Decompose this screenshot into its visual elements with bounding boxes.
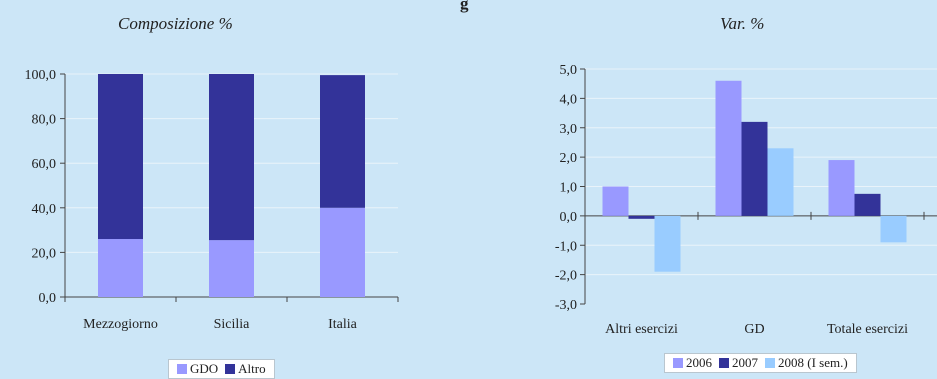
bar-2007-gd	[742, 122, 768, 216]
bar-2006-altri-esercizi	[603, 187, 629, 216]
composition-chart: 0,0 20,0 40,0 60,0 80,0 100,0 Mezzogiorno Sicil…	[0, 0, 420, 379]
legend-label-2007: 2007	[732, 355, 758, 371]
legend-item-2006: 2006	[673, 355, 712, 371]
y-tick-label: -2,0	[555, 269, 577, 284]
legend-label-altro: Altro	[238, 361, 265, 377]
bar-2006-gd	[716, 81, 742, 216]
x-tick-label: Mezzogiorno	[83, 317, 158, 332]
right-legend: 2006 2007 2008 (I sem.)	[664, 353, 857, 373]
legend-swatch-gdo	[177, 364, 187, 374]
y-tick-label: 3,0	[560, 122, 578, 137]
bar-2007-altri-esercizi	[629, 216, 655, 219]
bar-gdo-italia	[320, 208, 365, 297]
bar-altro-mezzogiorno	[98, 74, 143, 239]
legend-label-gdo: GDO	[190, 361, 218, 377]
y-tick-label: 1,0	[560, 181, 578, 196]
y-tick-label: 80,0	[32, 113, 57, 128]
bar-gdo-mezzogiorno	[98, 239, 143, 297]
y-tick-label: -3,0	[555, 298, 577, 313]
y-tick-label: 40,0	[32, 202, 57, 217]
legend-swatch-altro	[225, 364, 235, 374]
y-tick-label: 100,0	[25, 68, 57, 83]
legend-label-2008: 2008 (I sem.)	[778, 355, 848, 371]
x-tick-label: Sicilia	[214, 317, 251, 332]
bar-2008-i-sem-totale-esercizi	[881, 216, 907, 242]
y-tick-label: 0,0	[39, 291, 57, 306]
legend-item-2008: 2008 (I sem.)	[765, 355, 848, 371]
y-tick-label: 4,0	[560, 92, 578, 107]
bar-altro-sicilia	[209, 74, 254, 240]
y-tick-label: 5,0	[560, 63, 578, 78]
bar-2008-i-sem-gd	[768, 148, 794, 216]
legend-item-gdo: GDO	[177, 361, 218, 377]
x-tick-label: Totale esercizi	[827, 322, 908, 337]
x-tick-label: GD	[744, 322, 764, 337]
y-tick-label: 60,0	[32, 157, 57, 172]
left-legend: GDO Altro	[168, 359, 275, 379]
x-tick-label: Italia	[328, 317, 358, 332]
legend-swatch-2008	[765, 358, 775, 368]
legend-item-2007: 2007	[719, 355, 758, 371]
bar-2008-i-sem-altri-esercizi	[655, 216, 681, 272]
bar-gdo-sicilia	[209, 240, 254, 297]
variation-chart: -3,0 -2,0 -1,0 0,0 1,0 2,0 3,0 4,0 5,0 Altri eser…	[420, 0, 937, 379]
y-tick-label: 0,0	[560, 210, 578, 225]
bar-2006-totale-esercizi	[829, 160, 855, 216]
y-tick-label: 2,0	[560, 151, 578, 166]
x-tick-label: Altri esercizi	[605, 322, 678, 337]
y-tick-label: -1,0	[555, 239, 577, 254]
bar-altro-italia	[320, 75, 365, 208]
legend-label-2006: 2006	[686, 355, 712, 371]
y-tick-label: 20,0	[32, 246, 57, 261]
legend-item-altro: Altro	[225, 361, 265, 377]
legend-swatch-2006	[673, 358, 683, 368]
bar-2007-totale-esercizi	[855, 194, 881, 216]
legend-swatch-2007	[719, 358, 729, 368]
